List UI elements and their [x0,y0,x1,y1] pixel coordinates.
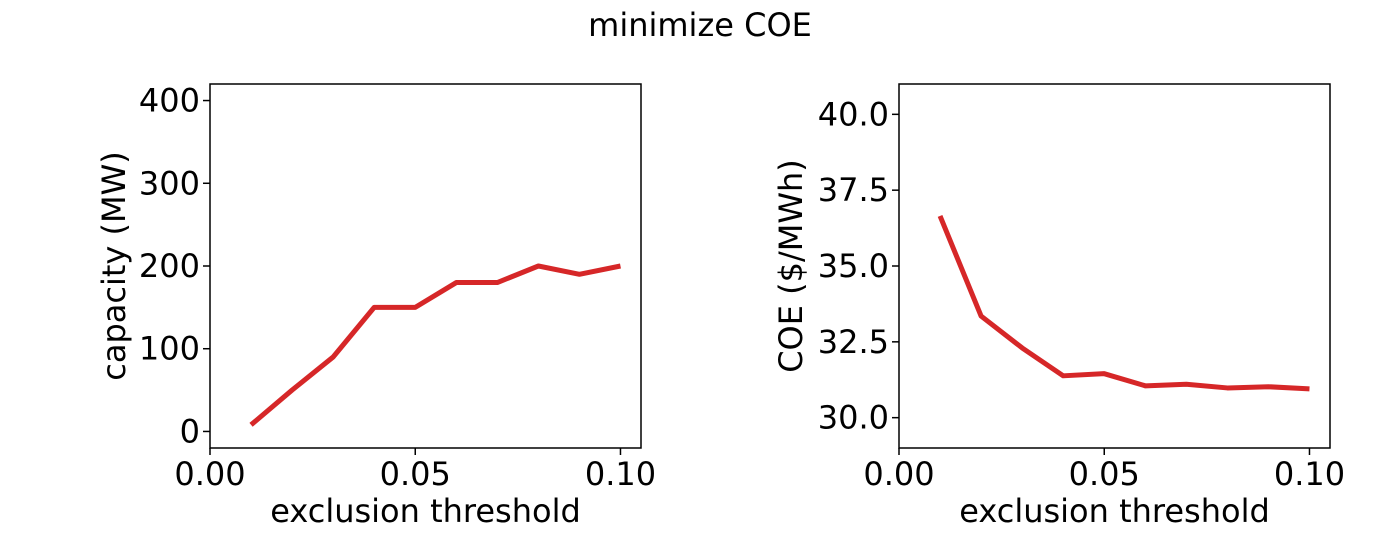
x-tick-label: 0.10 [1274,455,1345,493]
figure-title: minimize COE [588,6,812,44]
x-tick-label: 0.10 [585,455,656,493]
x-tick-label: 0.00 [863,455,934,493]
x-tick-label: 0.00 [174,455,245,493]
y-axis-label: COE ($/MWh) [772,159,810,373]
y-tick-label: 300 [139,164,200,202]
x-axis-label: exclusion threshold [270,492,581,530]
y-tick-group: 0 100 200 300 400 [139,82,210,450]
x-tick-label: 0.05 [1069,455,1140,493]
chart-coe: 0.00 0.05 0.10 30.0 32.5 35.0 37.5 40.0 exclus… [772,83,1345,530]
x-tick-label: 0.05 [380,455,451,493]
plot-frame [898,83,1331,449]
chart-capacity: 0.00 0.05 0.10 0 100 200 300 400 exclusion thr… [95,82,656,530]
y-tick-label: 37.5 [818,171,889,209]
x-tick-group: 0.00 0.05 0.10 [174,448,656,493]
x-tick-group: 0.00 0.05 0.10 [863,448,1345,493]
y-tick-label: 400 [139,82,200,120]
series-line [249,263,621,427]
series-line [937,215,1310,392]
y-tick-label: 200 [139,247,200,285]
y-tick-group: 30.0 32.5 35.0 37.5 40.0 [818,95,899,437]
x-axis-label: exclusion threshold [959,492,1270,530]
y-tick-label: 32.5 [818,323,889,361]
y-tick-label: 0 [180,412,200,450]
y-tick-label: 40.0 [818,95,889,133]
y-tick-label: 35.0 [818,247,889,285]
series-group [249,263,621,427]
y-axis-label: capacity (MW) [95,151,133,380]
plot-frame [209,83,642,449]
y-tick-label: 100 [139,330,200,368]
series-group [937,215,1310,392]
y-tick-label: 30.0 [818,399,889,437]
